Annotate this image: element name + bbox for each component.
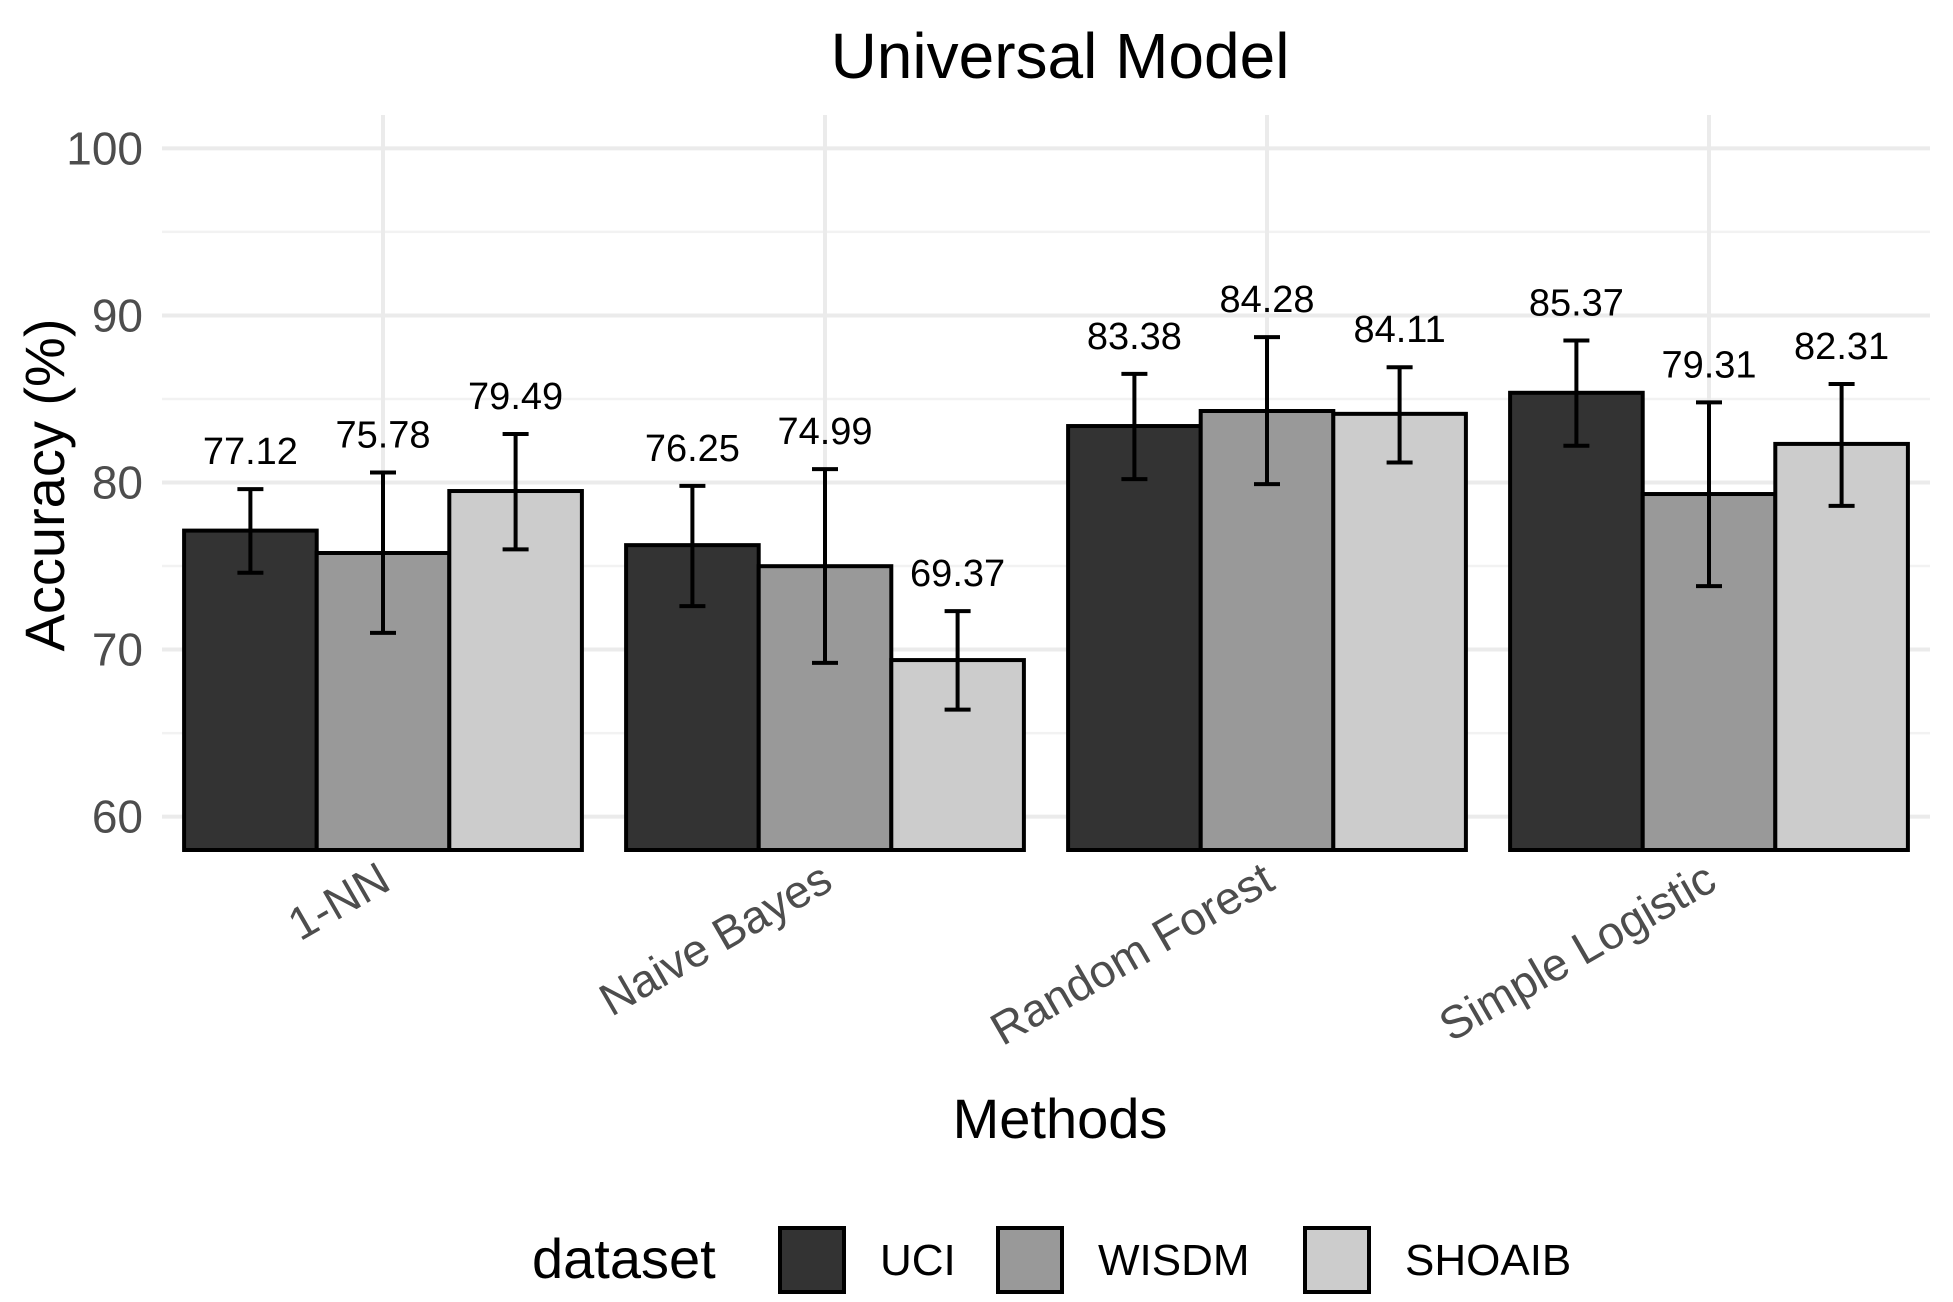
x-tick-label: Naive Bayes — [590, 852, 840, 1026]
y-tick-label: 100 — [66, 122, 143, 174]
x-tick-label: Random Forest — [981, 852, 1282, 1056]
error-bar — [1563, 338, 1590, 448]
data-label: 69.37 — [910, 553, 1005, 595]
error-bar — [237, 487, 264, 575]
x-axis-ticks: 1-NN Naive Bayes Random Forest Simple Logis… — [279, 852, 1724, 1056]
error-bar — [679, 483, 706, 609]
x-tick-label: Simple Logistic — [1430, 852, 1724, 1052]
data-label: 79.31 — [1661, 344, 1756, 386]
legend-label-uci: UCI — [880, 1236, 956, 1285]
bar-uci-3 — [1508, 390, 1645, 852]
x-axis-title: Methods — [953, 1087, 1168, 1150]
error-bar — [1828, 381, 1855, 508]
data-label: 85.37 — [1529, 283, 1624, 325]
legend-label-shoaib: SHOAIB — [1405, 1236, 1571, 1285]
data-label: 84.28 — [1219, 279, 1314, 321]
data-label: 74.99 — [777, 411, 872, 453]
legend-key-uci — [778, 1226, 846, 1294]
bar-uci-0 — [182, 528, 319, 852]
y-tick-label: 90 — [92, 289, 143, 341]
y-axis-ticks: 60 70 80 90 100 — [66, 122, 143, 842]
error-bars-group — [237, 335, 1855, 712]
y-tick-label: 60 — [92, 791, 143, 843]
bar-shoaib-0 — [447, 489, 584, 852]
legend: dataset UCI WISDM SHOAIB — [532, 1226, 1571, 1294]
error-bar — [944, 609, 971, 712]
data-label: 75.78 — [335, 414, 430, 456]
error-bar — [370, 470, 396, 635]
y-axis-title: Accuracy (%) — [13, 319, 76, 652]
legend-key-wisdm — [996, 1226, 1064, 1294]
error-bar — [1254, 335, 1280, 487]
x-tick-label: 1-NN — [279, 852, 398, 951]
legend-key-shoaib — [1303, 1226, 1371, 1294]
bar-uci-2 — [1066, 424, 1203, 852]
data-label: 82.31 — [1794, 326, 1889, 368]
data-label: 76.25 — [645, 428, 740, 470]
bar-shoaib-2 — [1331, 411, 1468, 852]
legend-label-wisdm: WISDM — [1098, 1236, 1250, 1285]
y-tick-label: 70 — [92, 624, 143, 676]
chart-title: Universal Model — [831, 20, 1290, 92]
y-tick-label: 80 — [92, 457, 143, 509]
data-label: 79.49 — [468, 376, 563, 418]
error-bar — [812, 467, 838, 665]
error-bar — [502, 432, 529, 552]
error-bar — [1386, 365, 1413, 465]
bar-shoaib-3 — [1773, 441, 1910, 852]
error-bar — [1696, 400, 1722, 589]
data-label: 77.12 — [203, 431, 298, 473]
bars-group — [182, 390, 1910, 853]
error-bar — [1121, 371, 1148, 482]
data-label: 84.11 — [1353, 309, 1445, 351]
data-labels-group: 77.12 75.78 79.49 76.25 74.99 69.37 83.38 84.28… — [203, 279, 1889, 595]
data-label: 83.38 — [1087, 316, 1182, 358]
legend-title: dataset — [532, 1227, 716, 1290]
bar-wisdm-2 — [1198, 409, 1336, 852]
